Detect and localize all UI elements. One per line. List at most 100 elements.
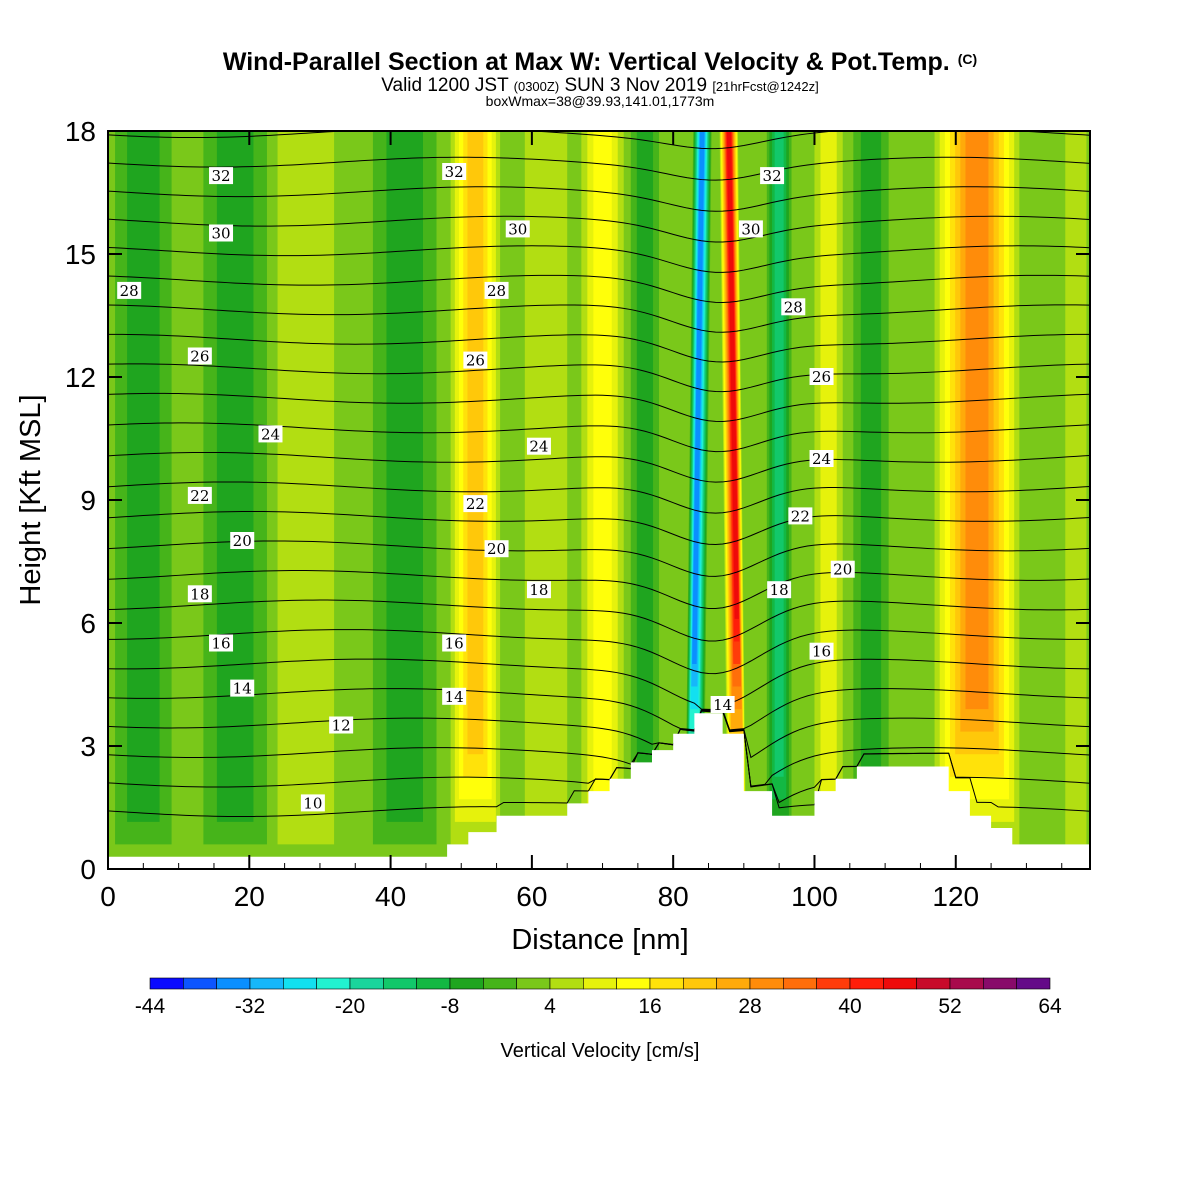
- y-axis-label: Height [Kft MSL]: [15, 394, 47, 605]
- plot-area: [108, 131, 1090, 869]
- isentrope-label: 20: [833, 561, 852, 579]
- velocity-band-4-level-5: [467, 131, 484, 755]
- isentrope-label: 16: [812, 643, 831, 661]
- y-tick-label-18: 18: [65, 116, 96, 147]
- isentrope-label: 32: [763, 167, 782, 185]
- isentrope-label-bg: [710, 696, 735, 713]
- isentrope-label-bg: [767, 581, 792, 599]
- colorbar-swatch: [449, 977, 484, 990]
- isentrope-label-bg: [442, 687, 467, 705]
- colorbar-swatch: [216, 977, 251, 990]
- colorbar-swatch: [816, 977, 851, 990]
- chart-subtitle: Valid 1200 JST (0300Z) SUN 3 Nov 2019 [2…: [381, 75, 818, 96]
- colorbar-swatch: [349, 977, 384, 990]
- y-tick-label-0: 0: [80, 854, 96, 885]
- isentrope-label-bg: [809, 368, 834, 385]
- isentrope-label: 18: [190, 585, 209, 603]
- isentropes: [108, 131, 1090, 818]
- isentrope-label-bg: [209, 634, 234, 652]
- isentrope-label-bg: [300, 794, 325, 812]
- chart-subtitle-box: boxWmax=38@39.93,141.01,1773m: [486, 93, 715, 109]
- isentrope-label-bg: [484, 540, 509, 558]
- colorbar: -44 -32 -20 -8 4 16 28 40 52 64: [135, 977, 1062, 1018]
- colorbar-tick-label: -44: [135, 995, 166, 1018]
- y-tick-label-9: 9: [80, 485, 96, 516]
- x-tick-label-40: 40: [375, 881, 406, 912]
- isentrope-label-bg: [209, 224, 234, 242]
- colorbar-tick-label: 52: [938, 995, 961, 1018]
- isentrope-label-bg: [187, 585, 212, 603]
- isentrope-label: 26: [190, 348, 209, 366]
- isentrope-label: 30: [211, 225, 230, 243]
- velocity-band-13-level-7: [965, 131, 989, 710]
- isentrope-24: [108, 392, 1090, 422]
- isentrope-label: 20: [487, 540, 506, 558]
- isentrope-label: 24: [261, 425, 280, 443]
- isentrope-label-bg: [442, 634, 467, 652]
- isentrope-label-bg: [209, 167, 234, 185]
- isentrope-label-bg: [809, 450, 834, 467]
- isentrope-label: 26: [812, 368, 831, 386]
- x-tick-label-60: 60: [516, 881, 547, 912]
- isentrope-label-bg: [505, 220, 530, 238]
- isentrope-label-bg: [187, 347, 212, 365]
- isentrope-13: [108, 709, 1090, 759]
- velocity-band-3-level-2: [386, 131, 423, 822]
- isentrope-label: 16: [211, 635, 230, 653]
- x-tick-label-20: 20: [234, 881, 265, 912]
- isentrope-label-bg: [442, 163, 467, 180]
- colorbar-swatch: [516, 977, 551, 990]
- isentrope-label: 28: [784, 298, 803, 316]
- chart-title: Wind-Parallel Section at Max W: Vertical…: [223, 48, 977, 76]
- colorbar-swatch: [783, 977, 817, 990]
- isentrope-27: [108, 304, 1090, 333]
- isentrope-label-bg: [484, 281, 509, 299]
- velocity-bands: [115, 131, 1087, 845]
- velocity-band-10-level-4: [774, 131, 784, 777]
- colorbar-swatch: [583, 977, 617, 990]
- colorbar-swatch: [1016, 977, 1051, 990]
- isentrope-label-bg: [526, 437, 551, 455]
- isentrope-label-bg: [117, 281, 142, 299]
- isentrope-label: 26: [466, 352, 485, 370]
- isentrope-11: [108, 710, 1090, 804]
- isentrope-label-bg: [788, 507, 813, 525]
- velocity-band-0-level-2: [127, 131, 160, 822]
- isentrope-label-bg: [258, 425, 283, 443]
- colorbar-swatch: [616, 977, 651, 990]
- colorbar-swatch: [149, 977, 184, 990]
- isentrope-label: 12: [332, 717, 351, 735]
- isentrope-label: 32: [445, 163, 464, 181]
- isentrope-17: [108, 599, 1090, 642]
- colorbar-tick-label: 28: [738, 995, 761, 1018]
- velocity-band-14-level-1: [1065, 131, 1087, 845]
- x-axis-ticks: 0 20 40 60 80 100 120: [100, 131, 1063, 912]
- isentrope-label-bg: [830, 560, 855, 578]
- isentrope-label-bg: [760, 167, 785, 185]
- colorbar-tick-label: -20: [335, 995, 365, 1018]
- colorbar-swatch: [883, 977, 917, 990]
- velocity-band-6-level-3: [593, 131, 612, 800]
- x-tick-label-100: 100: [791, 881, 838, 912]
- velocity-band-9-level-11: [726, 131, 739, 619]
- colorbar-swatch: [283, 977, 317, 990]
- isentrope-label-bg: [526, 581, 551, 599]
- isentrope-33: [108, 131, 1090, 150]
- isentrope-31: [108, 186, 1090, 212]
- isentrope-21: [108, 481, 1090, 514]
- isentrope-label: 18: [770, 581, 789, 599]
- colorbar-swatch: [316, 977, 351, 990]
- colorbar-swatch: [416, 977, 451, 990]
- y-axis-ticks: 0 3 6 9 12 15 18: [65, 116, 1090, 885]
- isentrope-label: 16: [445, 635, 464, 653]
- isentrope-label: 10: [303, 794, 322, 812]
- colorbar-tick-label: 40: [838, 995, 861, 1018]
- isentrope-label: 22: [466, 495, 485, 513]
- colorbar-swatch: [383, 977, 417, 990]
- colorbar-swatch: [249, 977, 284, 990]
- colorbar-swatch: [849, 977, 884, 990]
- terrain-mask: [108, 713, 1090, 869]
- isentrope-label-bg: [329, 716, 354, 734]
- colorbar-swatch: [483, 977, 517, 990]
